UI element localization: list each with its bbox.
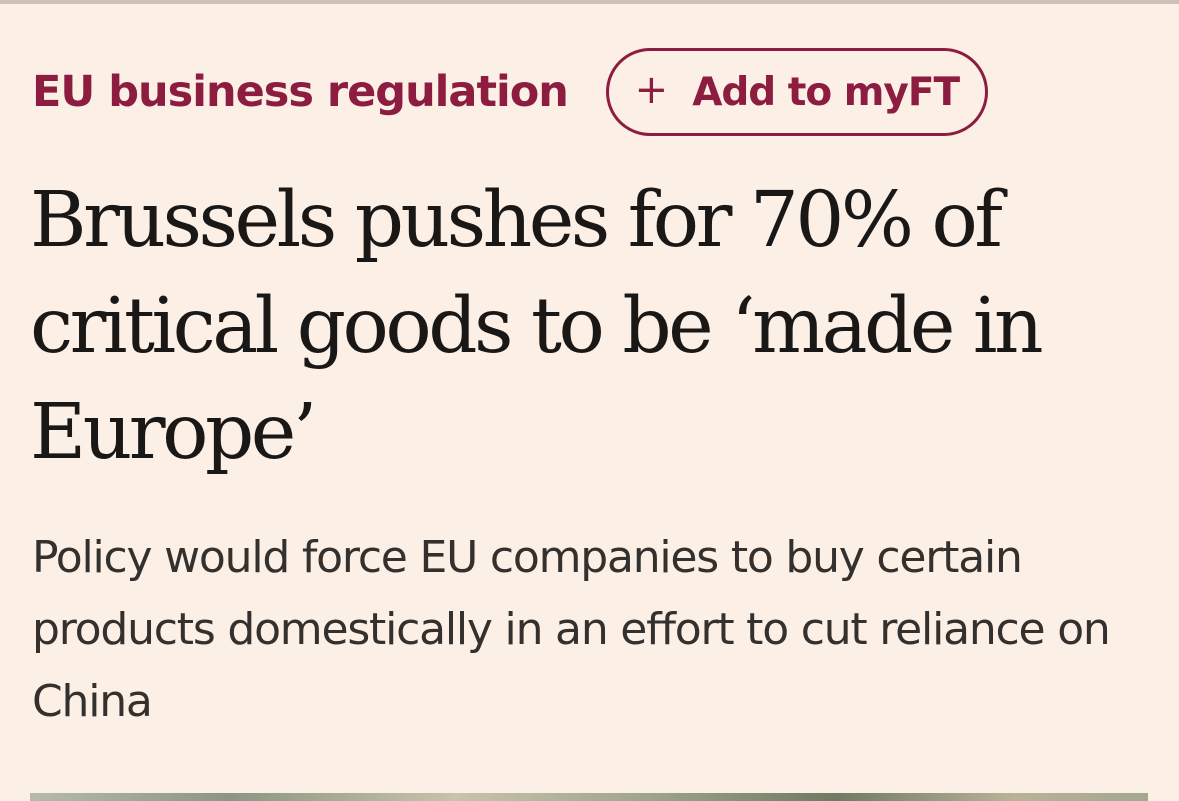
- topic-row: EU business regulation + Add to myFT: [32, 47, 988, 137]
- article-lead-image[interactable]: [30, 793, 1148, 801]
- top-divider: [0, 0, 1179, 4]
- add-to-myft-button[interactable]: + Add to myFT: [605, 48, 988, 136]
- plus-icon: +: [634, 67, 669, 113]
- article-headline: Brussels pushes for 70% of critical good…: [30, 176, 1044, 477]
- article-standfirst: Policy would force EU companies to buy c…: [32, 532, 1111, 727]
- add-to-myft-label: Add to myFT: [692, 69, 960, 115]
- topic-link[interactable]: EU business regulation: [32, 67, 569, 117]
